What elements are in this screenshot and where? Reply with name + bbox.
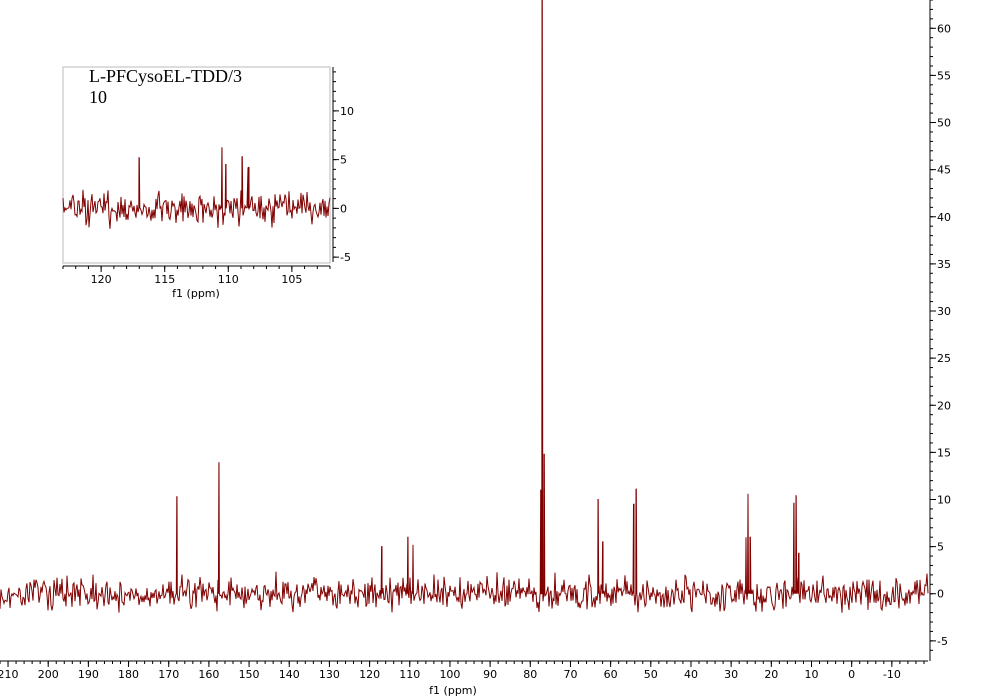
main-spectrum-chart: 210 200 190 180 170 160 150 140 130 120 110 100 90 80… (0, 0, 951, 696)
main-y-tick-label: 10 (937, 493, 951, 506)
inset-x-tick-label: 110 (218, 273, 239, 286)
main-x-tick-label: 110 (399, 668, 420, 681)
main-y-tick-label: 15 (937, 446, 951, 459)
main-x-tick-label: 70 (563, 668, 577, 681)
main-x-tick-label: 0 (848, 668, 855, 681)
main-y-tick-label: 45 (937, 164, 951, 177)
inset-y-tick-label: -5 (340, 251, 351, 264)
main-y-tick-label: 25 (937, 352, 951, 365)
main-x-tick-label: 190 (78, 668, 99, 681)
inset-frame (62, 66, 331, 264)
inset-y-tick-label: 5 (340, 154, 347, 167)
main-x-tick-label: 150 (239, 668, 260, 681)
main-x-tick-label: 100 (439, 668, 460, 681)
inset-x-tick-label: 115 (154, 273, 175, 286)
main-x-tick-label: 130 (319, 668, 340, 681)
inset-x-tick-label: 120 (91, 273, 112, 286)
sample-name: L-PFCysoEL-TDD/3 (89, 66, 242, 86)
main-x-tick-label: 60 (604, 668, 618, 681)
main-y-tick-label: 0 (937, 588, 944, 601)
main-y-axis: -5 0 5 10 15 20 25 30 35 40 45 50 55 60 (929, 0, 951, 661)
main-x-tick-label: 200 (38, 668, 59, 681)
main-x-tick-label: 30 (724, 668, 738, 681)
inset-y-tick-label: 10 (340, 105, 354, 118)
main-y-tick-label: 20 (937, 399, 951, 412)
inset-x-tick-label: 105 (281, 273, 302, 286)
main-spectrum-trace (0, 0, 929, 613)
inset-x-axis-title: f1 (ppm) (172, 287, 220, 300)
main-x-tick-label: 120 (359, 668, 380, 681)
main-x-tick-label: 50 (644, 668, 658, 681)
main-x-tick-label: 160 (198, 668, 219, 681)
sample-label: L-PFCysoEL-TDD/3 10 (89, 66, 242, 108)
main-y-tick-label: 50 (937, 117, 951, 130)
main-x-tick-label: 20 (764, 668, 778, 681)
main-x-axis-title: f1 (ppm) (429, 684, 477, 696)
main-x-tick-label: 80 (523, 668, 537, 681)
main-y-tick-label: 30 (937, 305, 951, 318)
main-x-tick-label: 10 (804, 668, 818, 681)
inset-spectrum-trace (62, 147, 331, 229)
inset-y-tick-label: 0 (340, 202, 347, 215)
main-x-tick-label: 170 (158, 668, 179, 681)
main-x-tick-label: 90 (483, 668, 497, 681)
main-y-tick-label: 40 (937, 211, 951, 224)
inset-spectrum-chart: 120 115 110 105 -5 0 5 10 f1 (ppm) (62, 66, 354, 300)
main-x-tick-label: -10 (883, 668, 901, 681)
main-y-tick-label: 35 (937, 258, 951, 271)
inset-x-axis: 120 115 110 105 (62, 265, 331, 286)
main-x-axis: 210 200 190 180 170 160 150 140 130 120 110 100 90 80… (0, 660, 928, 681)
main-x-tick-label: 180 (118, 668, 139, 681)
main-y-tick-label: -5 (937, 635, 948, 648)
main-y-tick-label: 60 (937, 22, 951, 35)
inset-y-axis: -5 0 5 10 (332, 67, 354, 264)
main-x-tick-label: 140 (279, 668, 300, 681)
main-x-tick-label: 40 (684, 668, 698, 681)
main-x-tick-label: 210 (0, 668, 19, 681)
experiment-number: 10 (89, 87, 107, 107)
main-y-tick-label: 55 (937, 69, 951, 82)
main-y-tick-label: 5 (937, 541, 944, 554)
